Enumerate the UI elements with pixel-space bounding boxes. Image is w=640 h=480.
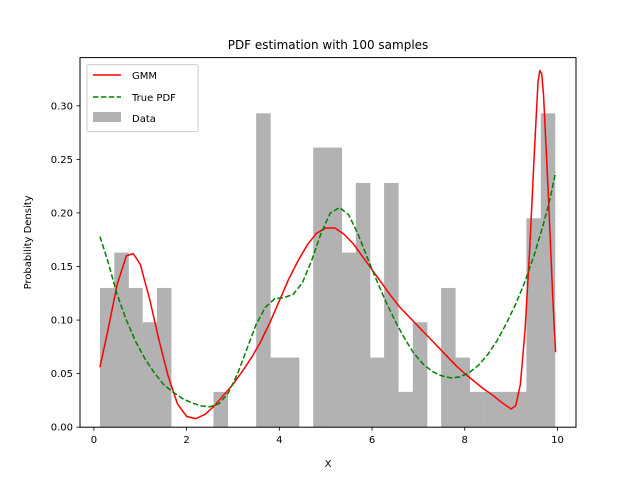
histogram-bar bbox=[256, 113, 271, 428]
histogram-bar bbox=[284, 357, 300, 428]
histogram-bar bbox=[498, 391, 513, 428]
histogram-bar bbox=[327, 147, 343, 428]
histogram-bar bbox=[114, 252, 129, 428]
x-tick-label: 2 bbox=[183, 435, 189, 446]
histogram-bar bbox=[370, 357, 385, 428]
histogram-bar bbox=[270, 357, 286, 428]
legend: GMM True PDF Data bbox=[86, 64, 199, 133]
histogram-bar bbox=[540, 113, 556, 428]
histogram-bar bbox=[313, 147, 328, 428]
histogram-bar bbox=[384, 182, 399, 428]
histogram-bar bbox=[213, 391, 229, 428]
y-tick-label: 0.10 bbox=[51, 316, 73, 327]
histogram-bar bbox=[355, 182, 371, 428]
y-tick-label: 0.00 bbox=[51, 423, 73, 434]
x-axis-label: X bbox=[325, 459, 332, 470]
series-lines bbox=[99, 69, 557, 420]
x-tick-label: 8 bbox=[462, 435, 468, 446]
histogram-bars bbox=[99, 113, 556, 428]
x-axis-ticks: 0 2 4 6 8 10 bbox=[91, 427, 564, 446]
histogram-bar bbox=[128, 287, 143, 428]
legend-data-swatch bbox=[93, 112, 121, 122]
histogram-bar bbox=[142, 322, 158, 428]
y-axis-label: Probability Density bbox=[23, 195, 34, 289]
legend-gmm-label: GMM bbox=[132, 71, 157, 82]
histogram-bar bbox=[512, 391, 527, 428]
y-tick-label: 0.20 bbox=[51, 208, 73, 219]
x-tick-label: 4 bbox=[276, 435, 282, 446]
histogram-bar bbox=[398, 391, 413, 428]
histogram-bar bbox=[341, 252, 356, 428]
legend-data-label: Data bbox=[132, 114, 156, 125]
y-tick-label: 0.05 bbox=[51, 369, 73, 380]
histogram-bar bbox=[483, 391, 499, 428]
histogram-bar bbox=[99, 287, 115, 428]
x-tick-label: 10 bbox=[551, 435, 564, 446]
histogram-bar bbox=[526, 218, 541, 428]
series-line-gmm bbox=[99, 69, 557, 420]
y-axis-ticks: 0.00 0.05 0.10 0.15 0.20 0.25 0.30 bbox=[51, 101, 80, 434]
y-tick-label: 0.15 bbox=[51, 262, 73, 273]
histogram-bar bbox=[469, 391, 484, 428]
chart-title: PDF estimation with 100 samples bbox=[228, 38, 429, 52]
y-tick-label: 0.30 bbox=[51, 101, 73, 112]
x-tick-label: 0 bbox=[91, 435, 97, 446]
x-tick-label: 6 bbox=[369, 435, 375, 446]
histogram-bar bbox=[412, 322, 428, 428]
plot-frame bbox=[79, 57, 577, 428]
legend-true-pdf-label: True PDF bbox=[131, 93, 176, 104]
series-line-true-pdf bbox=[99, 172, 557, 408]
y-tick-label: 0.25 bbox=[51, 155, 73, 166]
